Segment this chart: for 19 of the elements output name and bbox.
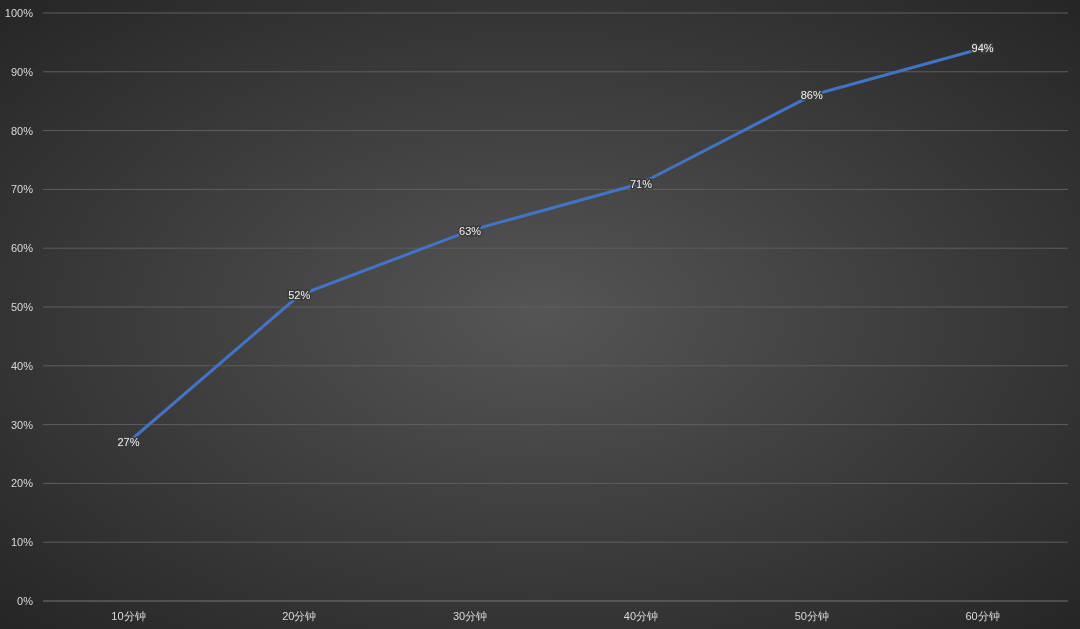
y-tick-label: 10%	[10, 536, 34, 549]
x-tick-label: 60分钟	[965, 610, 1000, 622]
y-tick-label: 100%	[4, 7, 34, 19]
y-tick-label: 20%	[10, 477, 34, 490]
y-tick-label: 80%	[10, 124, 34, 137]
y-tick-label: 90%	[10, 65, 34, 78]
x-tick-label: 40分钟	[623, 610, 659, 622]
y-tick-label: 0%	[17, 595, 34, 607]
y-tick-label: 40%	[10, 359, 34, 372]
data-label: 27%	[117, 436, 140, 449]
y-tick-label: 70%	[10, 183, 34, 196]
y-tick-label: 60%	[10, 242, 34, 255]
x-tick-label: 30分钟	[452, 610, 488, 622]
y-tick-label: 50%	[10, 301, 34, 313]
x-tick-label: 50分钟	[794, 610, 829, 622]
x-tick-label: 10分钟	[111, 610, 146, 622]
y-tick-label: 30%	[10, 418, 34, 431]
data-label: 94%	[971, 42, 994, 55]
x-tick-label: 20分钟	[282, 610, 317, 622]
